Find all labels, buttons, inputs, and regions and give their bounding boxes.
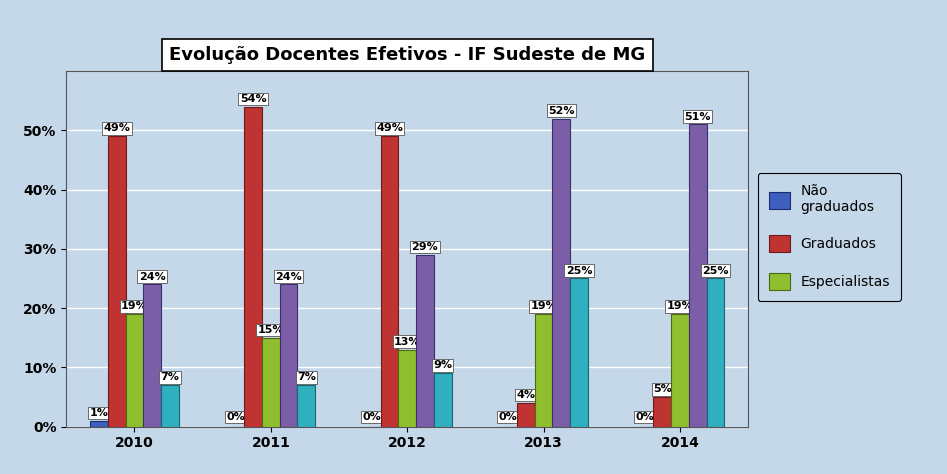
Text: 7%: 7% [296,373,315,383]
Bar [671,314,688,427]
Text: 7%: 7% [160,373,179,383]
Title: Evolução Docentes Efetivos - IF Sudeste de MG: Evolução Docentes Efetivos - IF Sudeste … [170,46,645,64]
Text: 15%: 15% [258,325,284,335]
Bar [108,137,126,427]
Text: 0%: 0% [499,412,517,422]
Text: 51%: 51% [685,112,711,122]
Text: 9%: 9% [433,361,452,371]
Text: 24%: 24% [276,272,302,282]
Text: 19%: 19% [530,301,557,311]
Text: 49%: 49% [376,124,402,134]
Text: 49%: 49% [103,124,130,134]
Text: 13%: 13% [394,337,420,347]
Bar [90,421,108,427]
Bar [706,279,724,427]
Bar [381,137,399,427]
Text: 24%: 24% [139,272,166,282]
Text: 0%: 0% [363,412,381,422]
Bar [688,124,706,427]
Bar [517,403,535,427]
Text: 29%: 29% [412,242,438,252]
Bar [416,255,434,427]
Legend: Não
graduados, Graduados, Especialistas: Não graduados, Graduados, Especialistas [758,173,902,301]
Text: 0%: 0% [226,412,244,422]
Text: 52%: 52% [548,106,575,116]
Bar [535,314,552,427]
Bar [399,350,416,427]
Bar [552,118,570,427]
Text: 25%: 25% [565,266,592,276]
Text: 19%: 19% [667,301,693,311]
Text: 5%: 5% [652,384,671,394]
Text: 0%: 0% [635,412,653,422]
Text: 1%: 1% [90,408,109,418]
Bar [279,284,297,427]
Text: 25%: 25% [702,266,728,276]
Bar [126,314,143,427]
Text: 4%: 4% [516,390,535,400]
Bar [653,397,671,427]
Bar [161,385,179,427]
Bar [262,337,279,427]
Text: 19%: 19% [121,301,148,311]
Bar [570,279,588,427]
Bar [244,107,262,427]
Text: 54%: 54% [240,94,266,104]
Bar [143,284,161,427]
Bar [297,385,315,427]
Bar [434,374,452,427]
